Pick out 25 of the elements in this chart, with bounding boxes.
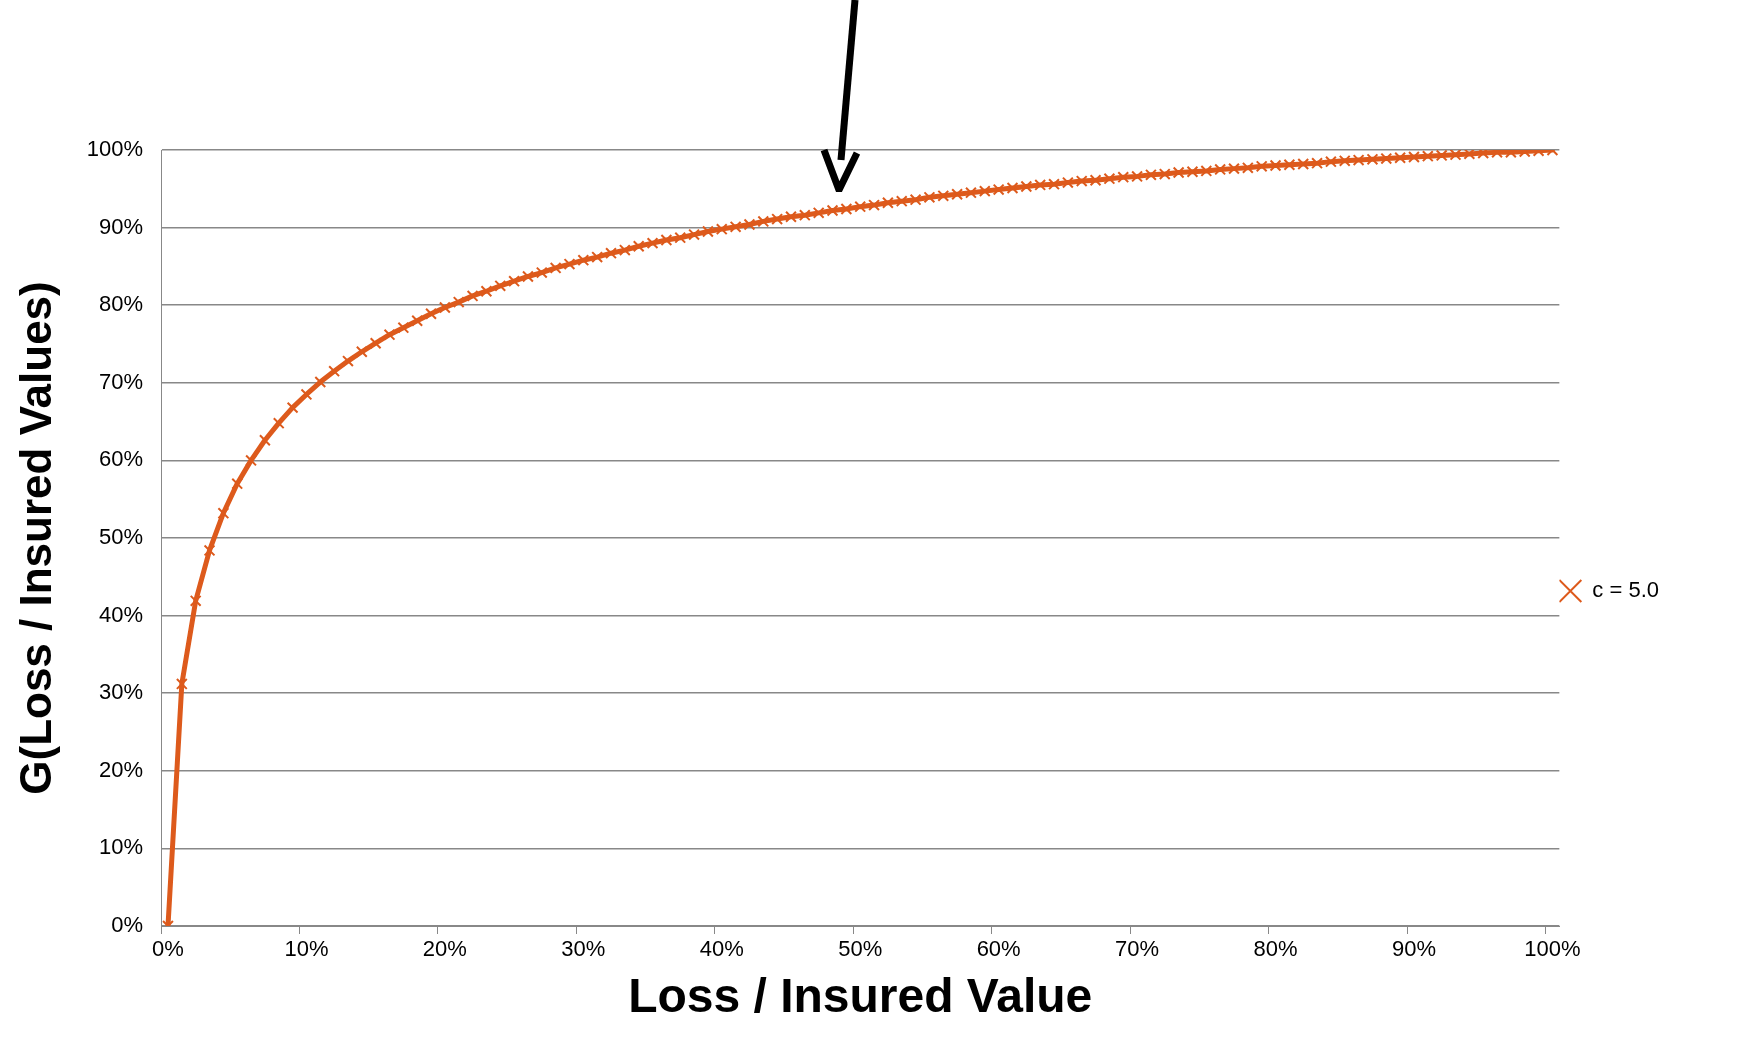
x-tick-label: 50%	[838, 936, 883, 962]
y-tick-label: 100%	[86, 136, 144, 162]
y-tick-label: 0%	[111, 912, 144, 938]
x-tick-label: 0%	[152, 936, 184, 962]
y-tick-label: 10%	[99, 834, 144, 860]
x-tick-label: 80%	[1253, 936, 1298, 962]
x-tick-label: 100%	[1524, 936, 1581, 962]
y-tick-label: 80%	[99, 291, 144, 317]
y-tick-label: 90%	[99, 213, 144, 239]
y-tick-label: 70%	[99, 368, 144, 394]
x-tick-label: 90%	[1391, 936, 1436, 962]
x-tick-label: 60%	[976, 936, 1021, 962]
y-tick-label: 40%	[99, 601, 144, 627]
x-tick-label: 10%	[284, 936, 329, 962]
y-tick-label: 30%	[99, 679, 144, 705]
x-tick-label: 70%	[1115, 936, 1160, 962]
x-tick-label: 40%	[699, 936, 744, 962]
x-tick-label: 30%	[561, 936, 606, 962]
y-tick-label: 20%	[99, 756, 144, 782]
y-tick-label: 50%	[99, 524, 144, 550]
x-axis-title: Loss / Insured Value	[628, 969, 1093, 1023]
y-tick-label: 60%	[99, 446, 144, 472]
y-axis-title: G(Loss / Insured Values)	[10, 281, 60, 795]
x-tick-label: 20%	[422, 936, 467, 962]
legend-label: c = 5.0	[1592, 577, 1659, 603]
